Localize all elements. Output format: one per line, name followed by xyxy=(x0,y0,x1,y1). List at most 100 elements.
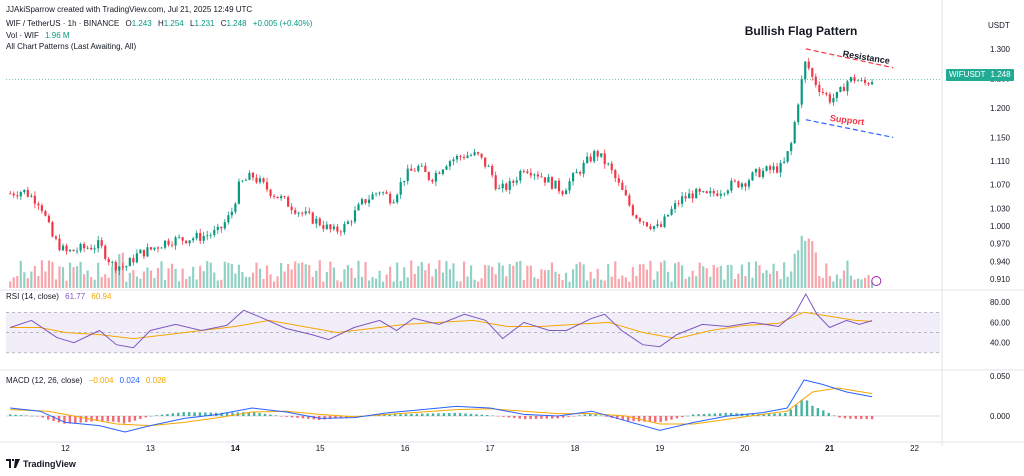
support-label: Support xyxy=(829,113,864,127)
macd-hist-bar xyxy=(41,416,44,418)
candle-body xyxy=(751,172,754,181)
last-price-tag: WIFUSDT 1.248 xyxy=(946,69,1014,81)
candle-body xyxy=(417,166,420,172)
macd-hist-bar xyxy=(556,416,559,419)
candle-body xyxy=(702,191,705,193)
candle-body xyxy=(642,221,645,223)
volume-bar xyxy=(804,240,807,288)
pattern-title: Bullish Flag Pattern xyxy=(745,24,858,38)
time-tick-label: 14 xyxy=(231,444,240,453)
macd-tick-label: 0.000 xyxy=(990,412,1011,421)
macd-hist-bar xyxy=(773,413,776,416)
candle-body xyxy=(12,193,15,196)
candle-body xyxy=(768,166,772,170)
candle-body xyxy=(294,210,297,214)
candle-body xyxy=(220,226,223,229)
volume-bar xyxy=(325,271,328,288)
symbol-label[interactable]: WIF / TetherUS · 1h · BINANCE xyxy=(6,19,120,28)
candle-body xyxy=(614,170,617,179)
rsi-tick-label: 80.00 xyxy=(990,298,1011,307)
candle-body xyxy=(681,196,684,204)
volume-bar xyxy=(491,266,494,288)
volume-bar xyxy=(37,275,40,288)
volume-bar xyxy=(846,260,849,288)
rsi-band xyxy=(6,312,940,353)
volume-bar xyxy=(153,277,156,288)
volume-bar xyxy=(501,265,504,288)
volume-bar xyxy=(410,260,413,288)
candle-body xyxy=(666,214,670,217)
currency-label[interactable]: USDT xyxy=(988,21,1010,30)
macd-hist-bar xyxy=(626,416,630,421)
macd-hist-bar xyxy=(9,414,12,416)
macd-hist-bar xyxy=(654,416,657,423)
macd-hist-bar xyxy=(106,416,110,422)
candle-body xyxy=(202,235,205,241)
volume-bar xyxy=(413,273,416,288)
volume-bar xyxy=(462,261,466,288)
volume-bar xyxy=(835,274,838,288)
volume-bar xyxy=(860,279,863,288)
volume-bar xyxy=(111,266,114,288)
candle-body xyxy=(216,226,219,230)
macd-hist-bar xyxy=(523,416,527,420)
candle-body xyxy=(58,238,61,251)
rsi-tick-label: 40.00 xyxy=(990,339,1011,348)
volume-bar xyxy=(776,270,779,288)
candle-body xyxy=(772,166,775,170)
volume-bar xyxy=(75,266,79,288)
macd-hist-bar xyxy=(225,412,229,416)
candle-body xyxy=(163,240,167,248)
volume-bar xyxy=(237,264,240,288)
candle-body xyxy=(610,163,613,171)
candle-body xyxy=(557,180,561,192)
volume-bar xyxy=(9,281,12,288)
candle-body xyxy=(663,216,666,227)
indicator-label[interactable]: All Chart Patterns (Last Awaiting, All) xyxy=(6,42,137,51)
macd-hist-bar xyxy=(778,413,782,416)
macd-hist-bar xyxy=(285,416,288,417)
candle-body xyxy=(396,194,399,203)
macd-hist-bar xyxy=(101,416,104,421)
candle-body xyxy=(156,247,160,249)
macd-hist-bar xyxy=(458,413,462,416)
candle-body xyxy=(427,171,430,180)
candle-body xyxy=(100,240,103,246)
candle-body xyxy=(9,193,12,195)
volume-bar xyxy=(543,270,547,288)
macd-hist-bar xyxy=(171,413,175,416)
candle-body xyxy=(367,199,371,204)
macd-hist-bar xyxy=(90,416,93,422)
volume-label[interactable]: Vol · WIF xyxy=(6,31,39,40)
macd-line xyxy=(10,379,873,433)
ohlc-close: C1.248 xyxy=(221,19,247,28)
macd-hist-bar xyxy=(827,412,830,416)
volume-bar xyxy=(216,280,219,288)
candle-body xyxy=(431,179,434,182)
volume-bar xyxy=(227,262,230,288)
volume-bar xyxy=(44,271,47,288)
volume-bar xyxy=(104,274,107,288)
volume-bar xyxy=(645,269,649,288)
macd-hist-bar xyxy=(431,413,435,416)
candle-body xyxy=(269,189,272,196)
volume-bar xyxy=(311,276,314,288)
macd-hist-bar xyxy=(578,415,581,416)
macd-hist-bar xyxy=(437,413,440,416)
macd-hist-bar xyxy=(410,413,413,416)
volume-bar xyxy=(114,262,117,288)
volume-bar xyxy=(290,269,293,288)
macd-hist-bar xyxy=(182,412,185,416)
tradingview-logo[interactable]: TradingView xyxy=(6,459,76,469)
candle-body xyxy=(480,153,483,158)
volume-bar xyxy=(202,271,205,288)
rsi-label[interactable]: RSI (14, close) xyxy=(6,292,59,301)
macd-hist-bar xyxy=(675,416,679,419)
candle-body xyxy=(424,165,427,172)
macd-label[interactable]: MACD (12, 26, close) xyxy=(6,376,83,385)
volume-bar xyxy=(192,266,195,288)
volume-bar xyxy=(469,265,473,288)
macd-hist-bar xyxy=(166,413,169,416)
volume-bar xyxy=(638,264,641,288)
volume-bar xyxy=(659,262,663,288)
